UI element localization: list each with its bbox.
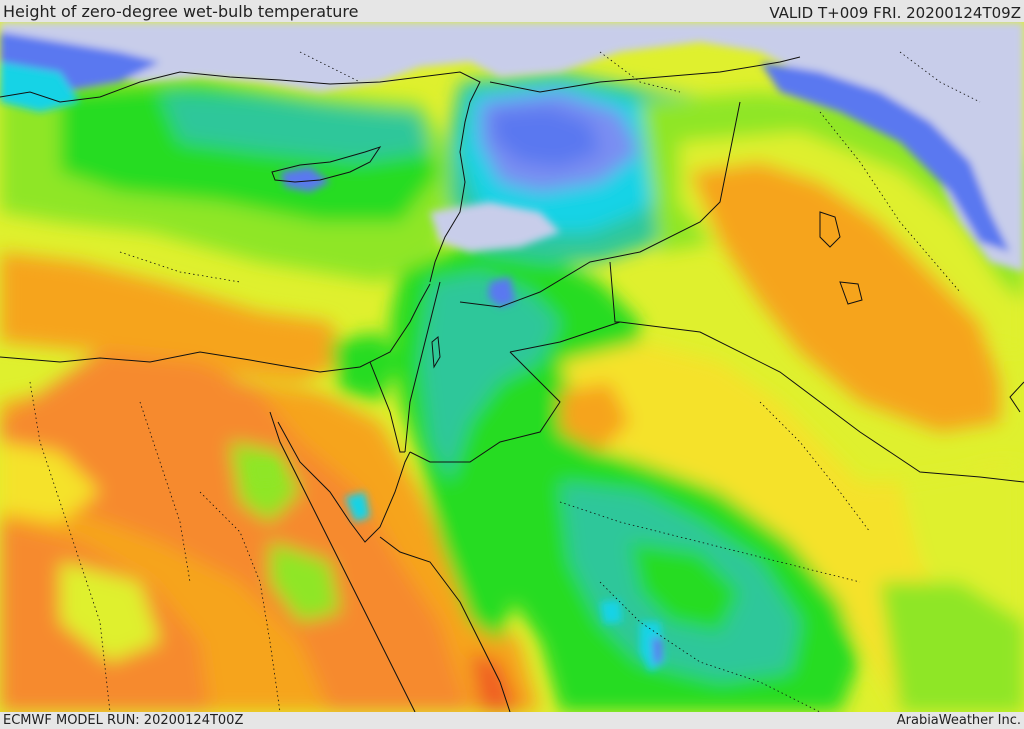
credit-label: ArabiaWeather Inc. (896, 713, 1021, 728)
model-run-label: ECMWF MODEL RUN: 20200124T00Z (3, 713, 244, 728)
country-borders (0, 56, 1024, 712)
weather-map (0, 22, 1024, 712)
footer-bar: ECMWF MODEL RUN: 20200124T00Z ArabiaWeat… (0, 712, 1024, 729)
map-title: Height of zero-degree wet-bulb temperatu… (3, 2, 359, 21)
valid-time: VALID T+009 FRI. 20200124T09Z (769, 4, 1021, 22)
map-area (0, 22, 1024, 712)
temperature-field (0, 72, 1024, 712)
internal-borders (29, 51, 981, 712)
header-bar: Height of zero-degree wet-bulb temperatu… (0, 0, 1024, 22)
cold-spots (0, 22, 1024, 672)
